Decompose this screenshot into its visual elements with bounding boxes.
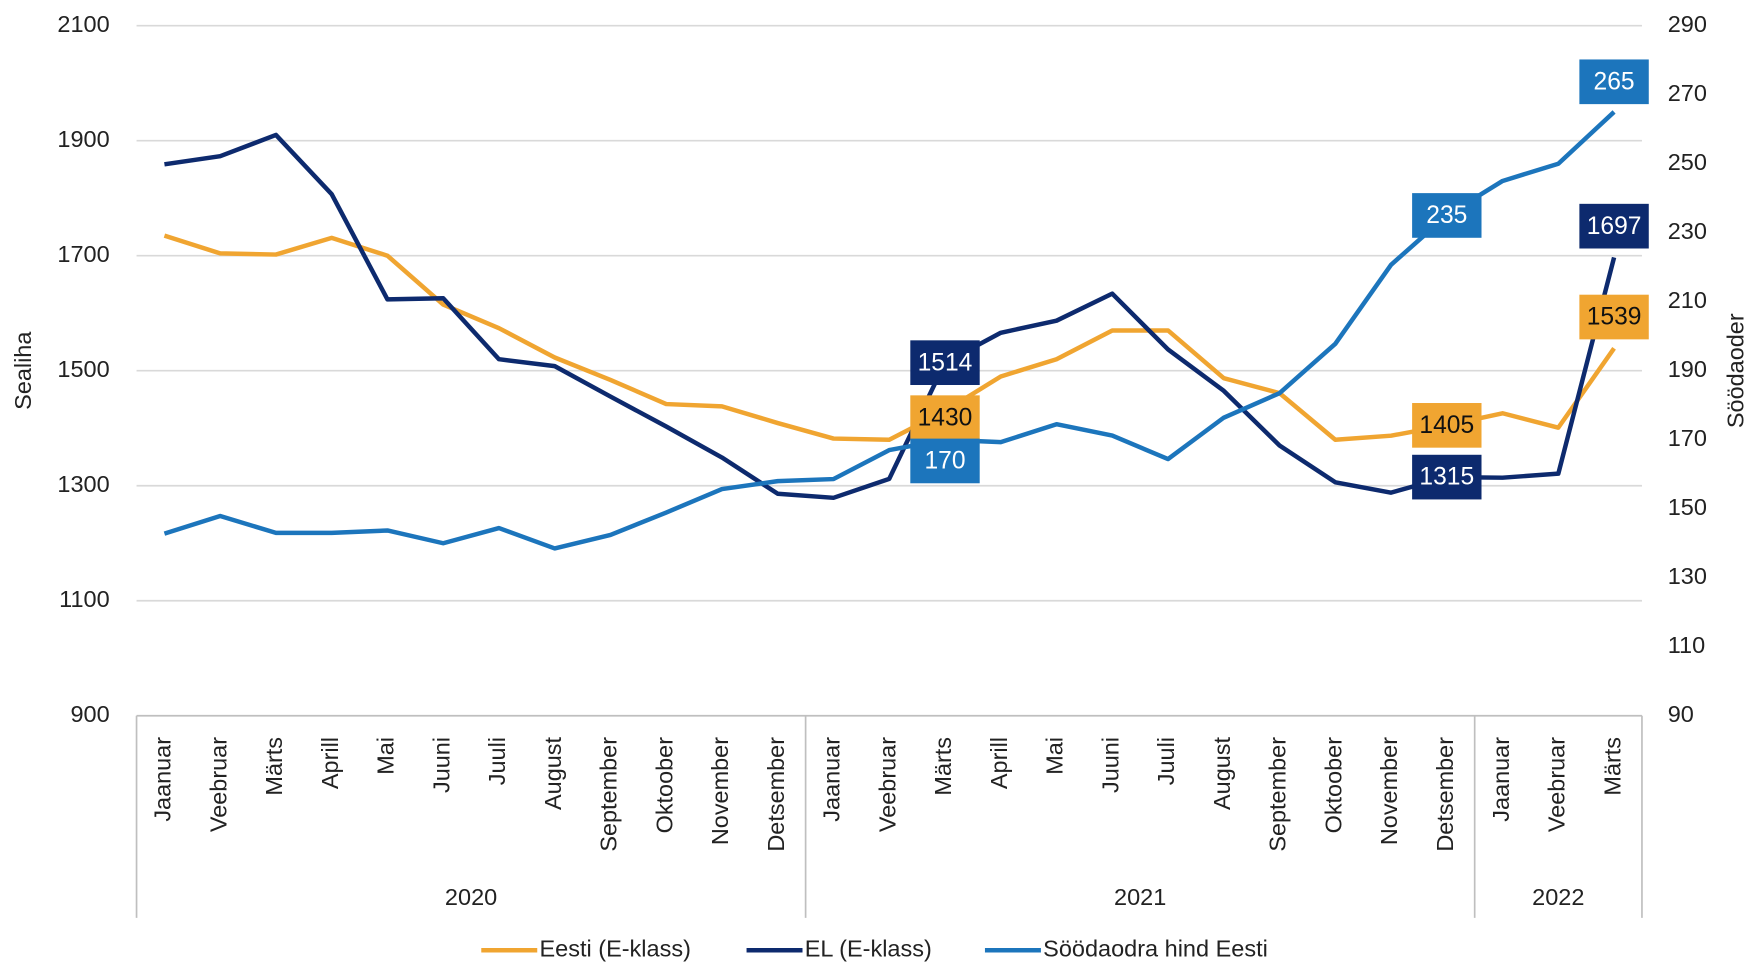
x-tick-label: Jaanuar xyxy=(819,737,845,822)
y-tick-label: 2100 xyxy=(57,11,109,37)
data-label-box xyxy=(1579,294,1649,340)
y2-tick-label: 290 xyxy=(1668,11,1707,37)
x-tick-label: Juuni xyxy=(1097,737,1123,793)
x-tick-label: Oktoober xyxy=(1320,737,1346,834)
x-tick-label: Märts xyxy=(930,737,956,796)
y2-tick-label: 270 xyxy=(1668,80,1707,106)
x-tick-label: Märts xyxy=(261,737,287,796)
x-tick-label: November xyxy=(1376,737,1402,845)
legend-label: EL (E-klass) xyxy=(805,935,932,961)
data-label: 235 xyxy=(1426,202,1467,229)
x-tick-label: September xyxy=(596,737,622,852)
data-label: 170 xyxy=(924,448,965,475)
y-tick-label: 1100 xyxy=(59,586,110,612)
y-tick-label: 1300 xyxy=(57,471,109,497)
data-label-box xyxy=(1412,403,1482,448)
legend-label: Söödaodra hind Eesti xyxy=(1043,935,1268,961)
data-label-box xyxy=(910,395,980,441)
data-label-box xyxy=(1412,193,1482,238)
x-tick-label: Detsember xyxy=(1432,737,1458,852)
y-tick-label: 1700 xyxy=(57,241,109,267)
data-label-box xyxy=(910,438,980,484)
x-tick-label: Jaanuar xyxy=(150,737,176,822)
y-tick-label: 900 xyxy=(70,701,109,727)
y2-tick-label: 110 xyxy=(1668,632,1705,658)
x-tick-label: Märts xyxy=(1599,737,1625,796)
data-label: 1514 xyxy=(918,349,973,376)
x-tick-label: August xyxy=(540,737,566,810)
x-tick-label: Detsember xyxy=(763,737,789,852)
data-label: 1539 xyxy=(1587,304,1642,331)
line xyxy=(164,132,1617,501)
x-tick-label: Veebruar xyxy=(874,737,900,832)
x-tick-label: November xyxy=(707,737,733,845)
x-tick-label: Aprill xyxy=(317,737,343,789)
x-tick-label: Jaanuar xyxy=(1488,737,1514,822)
legend-label: Eesti (E-klass) xyxy=(539,935,690,961)
data-label: 1430 xyxy=(918,404,973,431)
y2-axis-title: Söödaoder xyxy=(1722,313,1748,428)
line xyxy=(163,233,1616,442)
y2-tick-label: 150 xyxy=(1668,494,1707,520)
data-label-box xyxy=(1412,454,1482,500)
data-label-box xyxy=(1579,203,1649,249)
x-tick-label: Aprill xyxy=(986,737,1012,789)
x-tick-label: Mai xyxy=(373,737,399,775)
group-label: 2020 xyxy=(445,884,497,910)
group-label: 2022 xyxy=(1532,884,1584,910)
group-label: 2021 xyxy=(1114,884,1166,910)
data-label: 265 xyxy=(1594,68,1635,95)
y-tick-label: 1500 xyxy=(57,356,109,382)
x-tick-label: Oktoober xyxy=(651,737,677,834)
data-label-box xyxy=(1579,59,1649,105)
x-tick-label: Veebruar xyxy=(205,737,231,832)
x-tick-label: August xyxy=(1209,737,1235,810)
y2-tick-label: 170 xyxy=(1668,425,1707,451)
x-tick-label: Juuli xyxy=(1153,737,1179,785)
x-tick-label: Veebruar xyxy=(1544,737,1570,832)
y2-tick-label: 130 xyxy=(1668,563,1707,589)
x-tick-label: Juuli xyxy=(484,737,510,785)
data-label: 1315 xyxy=(1419,464,1474,491)
y-axis-title: Sealiha xyxy=(10,331,36,410)
y2-tick-label: 90 xyxy=(1668,701,1694,727)
y2-tick-label: 210 xyxy=(1668,287,1707,313)
data-label: 1697 xyxy=(1587,213,1642,240)
y2-tick-label: 230 xyxy=(1668,218,1707,244)
y2-tick-label: 190 xyxy=(1668,356,1707,382)
y2-tick-label: 250 xyxy=(1668,149,1707,175)
data-label-box xyxy=(910,340,980,386)
data-label: 1405 xyxy=(1419,412,1474,439)
x-tick-label: September xyxy=(1265,737,1291,852)
y-tick-label: 1900 xyxy=(57,126,109,152)
x-tick-label: Juuni xyxy=(428,737,454,793)
x-tick-label: Mai xyxy=(1042,737,1068,775)
line xyxy=(163,110,1616,551)
